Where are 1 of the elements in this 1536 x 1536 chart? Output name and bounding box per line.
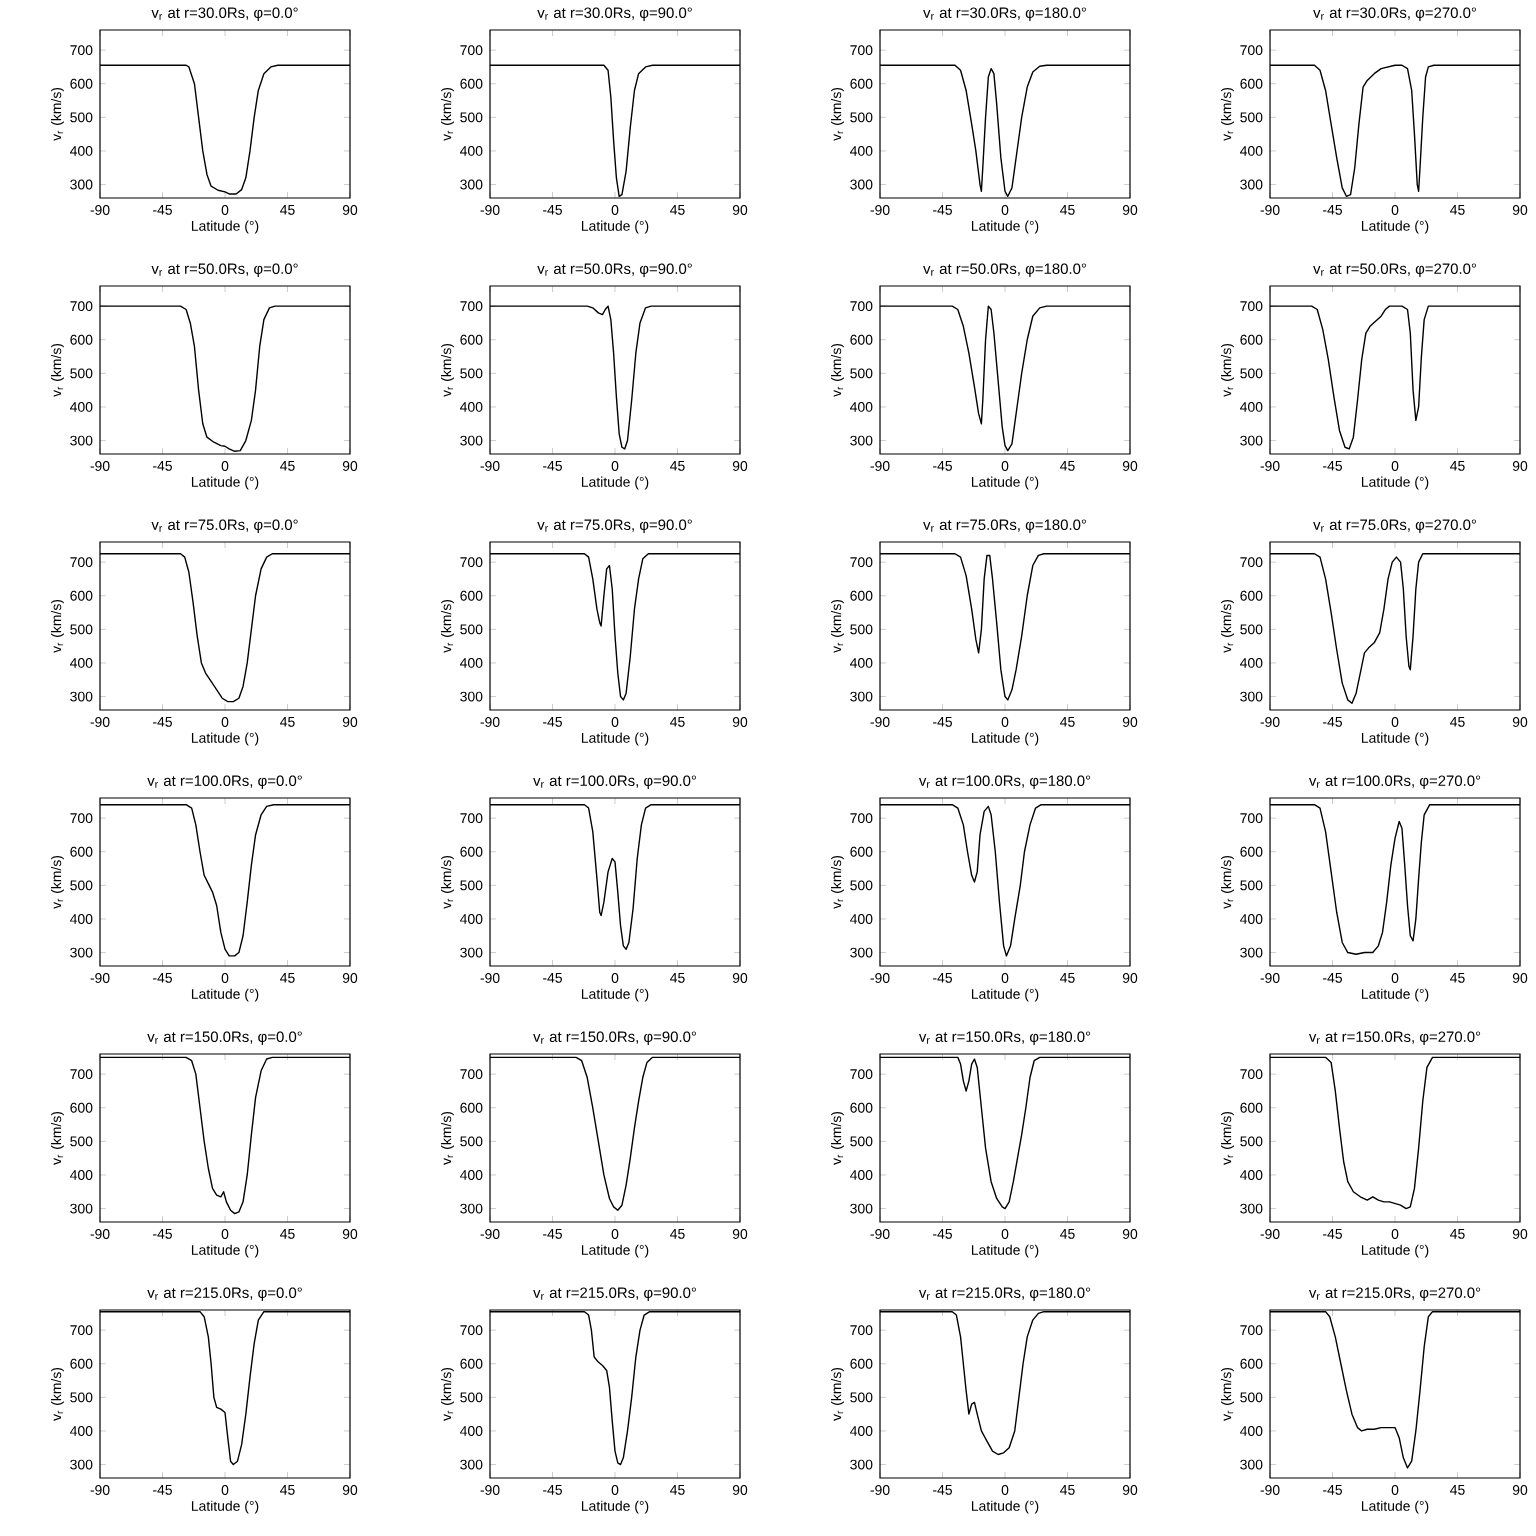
line-series (100, 1056, 350, 1215)
